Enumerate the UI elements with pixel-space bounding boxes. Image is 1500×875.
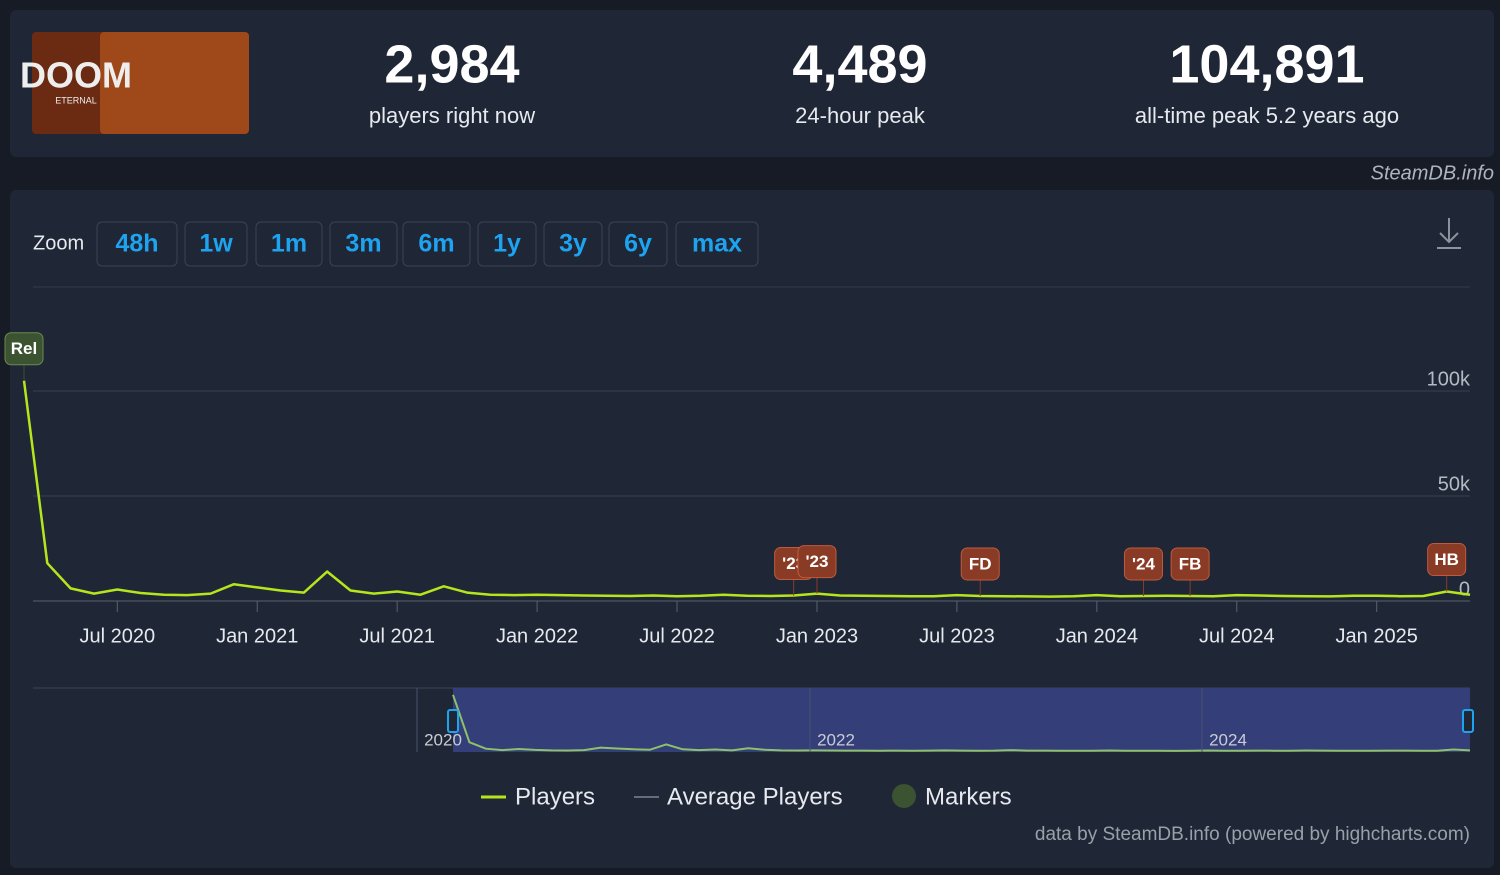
- navigator-handle[interactable]: [447, 709, 459, 733]
- zoom-button[interactable]: [675, 221, 759, 267]
- x-tick-label: Jul 2023: [919, 625, 995, 647]
- x-tick-label: Jul 2021: [359, 625, 435, 647]
- stat-label: 24-hour peak: [795, 103, 926, 128]
- logo-title: DOOM: [20, 55, 132, 96]
- zoom-label: Zoom: [33, 232, 84, 254]
- zoom-button-label[interactable]: 6m: [418, 230, 454, 258]
- y-tick-label: 0: [1459, 578, 1470, 600]
- navigator-label: 2020: [424, 730, 462, 749]
- marker[interactable]: [4, 332, 44, 366]
- navigator-line: [452, 694, 1471, 752]
- legend-label[interactable]: Markers: [925, 783, 1012, 810]
- series-line: [22, 380, 1471, 598]
- navigator-handle[interactable]: [1462, 709, 1474, 733]
- y-tick-label: 50k: [1438, 473, 1471, 495]
- x-tick-label: Jan 2023: [776, 625, 858, 647]
- zoom-button-label[interactable]: 1w: [199, 230, 233, 258]
- marker-label: FB: [1179, 554, 1202, 573]
- legend-symbol: [892, 784, 916, 808]
- marker-label: Rel: [11, 339, 37, 358]
- x-tick-label: Jan 2024: [1056, 625, 1138, 647]
- zoom-button-label[interactable]: max: [692, 230, 742, 258]
- navigator-label: 2024: [1209, 730, 1247, 749]
- marker[interactable]: [1123, 547, 1163, 581]
- x-tick-label: Jan 2025: [1336, 625, 1418, 647]
- x-tick-label: Jan 2021: [216, 625, 298, 647]
- marker-label: '24: [1132, 554, 1155, 573]
- stats-panel: [10, 10, 1494, 157]
- credits[interactable]: data by SteamDB.info (powered by highcha…: [1035, 824, 1470, 845]
- zoom-button[interactable]: [329, 221, 398, 267]
- zoom-button[interactable]: [184, 221, 248, 267]
- zoom-button-label[interactable]: 3m: [345, 230, 381, 258]
- zoom-button[interactable]: [543, 221, 603, 267]
- marker[interactable]: [1427, 543, 1467, 577]
- zoom-button[interactable]: [255, 221, 323, 267]
- zoom-button-label[interactable]: 3y: [559, 230, 587, 258]
- marker[interactable]: [797, 545, 837, 579]
- zoom-button[interactable]: [608, 221, 668, 267]
- x-tick-label: Jan 2022: [496, 625, 578, 647]
- y-tick-label: 100k: [1427, 368, 1471, 390]
- zoom-button-label[interactable]: 48h: [115, 230, 158, 258]
- zoom-button-label[interactable]: 6y: [624, 230, 652, 258]
- legend-label[interactable]: Players: [515, 783, 595, 810]
- navigator-label: 2022: [817, 730, 855, 749]
- stat-value: 4,489: [792, 34, 927, 94]
- zoom-button[interactable]: [402, 221, 471, 267]
- zoom-button-label[interactable]: 1y: [493, 230, 521, 258]
- x-tick-label: Jul 2022: [639, 625, 715, 647]
- legend-label[interactable]: Average Players: [667, 783, 843, 810]
- marker-label: '23: [805, 552, 828, 571]
- stat-value: 2,984: [384, 34, 519, 94]
- chart-panel: [10, 190, 1494, 868]
- game-image-art: [100, 32, 249, 134]
- marker-label: FD: [969, 554, 992, 573]
- marker[interactable]: [1170, 547, 1210, 581]
- stat-label: players right now: [369, 103, 535, 128]
- logo-subtitle: ETERNAL: [55, 95, 97, 105]
- watermark: SteamDB.info: [1371, 162, 1494, 184]
- stat-value: 104,891: [1169, 34, 1364, 94]
- zoom-button[interactable]: [96, 221, 178, 267]
- marker-label: HB: [1434, 550, 1459, 569]
- zoom-button[interactable]: [477, 221, 537, 267]
- zoom-button-label[interactable]: 1m: [271, 230, 307, 258]
- stat-label: all-time peak 5.2 years ago: [1135, 103, 1399, 128]
- marker[interactable]: [960, 547, 1000, 581]
- x-tick-label: Jul 2020: [79, 625, 155, 647]
- navigator-selection[interactable]: [453, 688, 1470, 752]
- download-icon[interactable]: [1437, 218, 1461, 249]
- x-tick-label: Jul 2024: [1199, 625, 1275, 647]
